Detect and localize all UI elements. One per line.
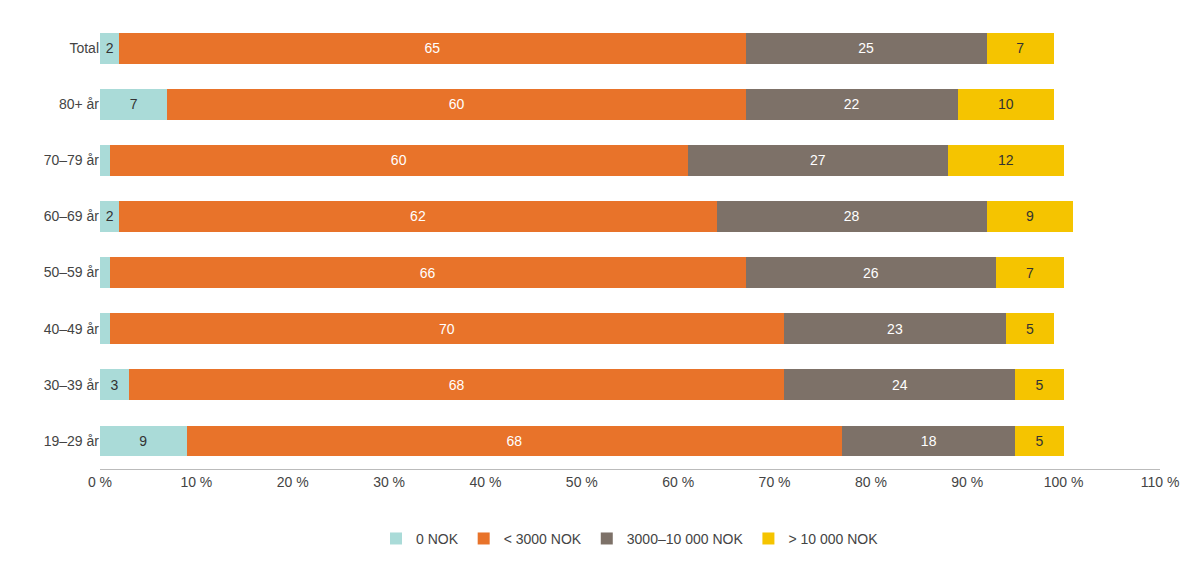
svg-text:3: 3 xyxy=(110,377,118,393)
svg-text:18: 18 xyxy=(921,433,937,449)
svg-text:60: 60 xyxy=(391,152,407,168)
svg-text:5: 5 xyxy=(1036,377,1044,393)
svg-text:25: 25 xyxy=(858,40,874,56)
svg-text:60: 60 xyxy=(449,96,465,112)
svg-text:65: 65 xyxy=(425,40,441,56)
svg-text:12: 12 xyxy=(998,152,1014,168)
svg-text:26: 26 xyxy=(863,265,879,281)
svg-text:20 %: 20 % xyxy=(277,474,309,490)
svg-text:7: 7 xyxy=(1026,265,1034,281)
svg-text:27: 27 xyxy=(810,152,826,168)
svg-text:100 %: 100 % xyxy=(1044,474,1084,490)
svg-text:40–49 år: 40–49 år xyxy=(44,321,100,337)
svg-text:10 %: 10 % xyxy=(180,474,212,490)
svg-text:68: 68 xyxy=(449,377,465,393)
svg-text:30–39 år: 30–39 år xyxy=(44,377,100,393)
svg-text:70 %: 70 % xyxy=(759,474,791,490)
svg-text:50–59 år: 50–59 år xyxy=(44,264,100,280)
svg-text:Total: Total xyxy=(69,40,99,56)
svg-text:23: 23 xyxy=(887,321,903,337)
svg-text:0 NOK: 0 NOK xyxy=(416,531,459,547)
svg-text:5: 5 xyxy=(1036,433,1044,449)
svg-text:62: 62 xyxy=(410,208,426,224)
svg-text:80 %: 80 % xyxy=(855,474,887,490)
svg-text:80+ år: 80+ år xyxy=(59,96,99,112)
svg-text:10: 10 xyxy=(998,96,1014,112)
svg-text:70–79 år: 70–79 år xyxy=(44,152,100,168)
svg-text:22: 22 xyxy=(844,96,860,112)
svg-text:30 %: 30 % xyxy=(373,474,405,490)
svg-text:50 %: 50 % xyxy=(566,474,598,490)
svg-text:60 %: 60 % xyxy=(662,474,694,490)
svg-text:3000–10 000 NOK: 3000–10 000 NOK xyxy=(627,531,744,547)
svg-text:2: 2 xyxy=(106,40,114,56)
svg-text:7: 7 xyxy=(130,96,138,112)
svg-text:90 %: 90 % xyxy=(951,474,983,490)
svg-text:68: 68 xyxy=(506,433,522,449)
svg-text:40 %: 40 % xyxy=(469,474,501,490)
svg-text:24: 24 xyxy=(892,377,908,393)
svg-text:< 3000 NOK: < 3000 NOK xyxy=(504,531,582,547)
svg-text:9: 9 xyxy=(1026,208,1034,224)
svg-text:7: 7 xyxy=(1016,40,1024,56)
svg-text:19–29 år: 19–29 år xyxy=(44,433,100,449)
svg-text:60–69 år: 60–69 år xyxy=(44,208,100,224)
svg-text:66: 66 xyxy=(420,265,436,281)
svg-text:9: 9 xyxy=(139,433,147,449)
svg-text:28: 28 xyxy=(844,208,860,224)
svg-text:110 %: 110 % xyxy=(1141,474,1180,490)
svg-text:0 %: 0 % xyxy=(88,474,112,490)
svg-text:70: 70 xyxy=(439,321,455,337)
svg-text:5: 5 xyxy=(1026,321,1034,337)
svg-text:2: 2 xyxy=(106,208,114,224)
svg-text:> 10 000 NOK: > 10 000 NOK xyxy=(788,531,878,547)
